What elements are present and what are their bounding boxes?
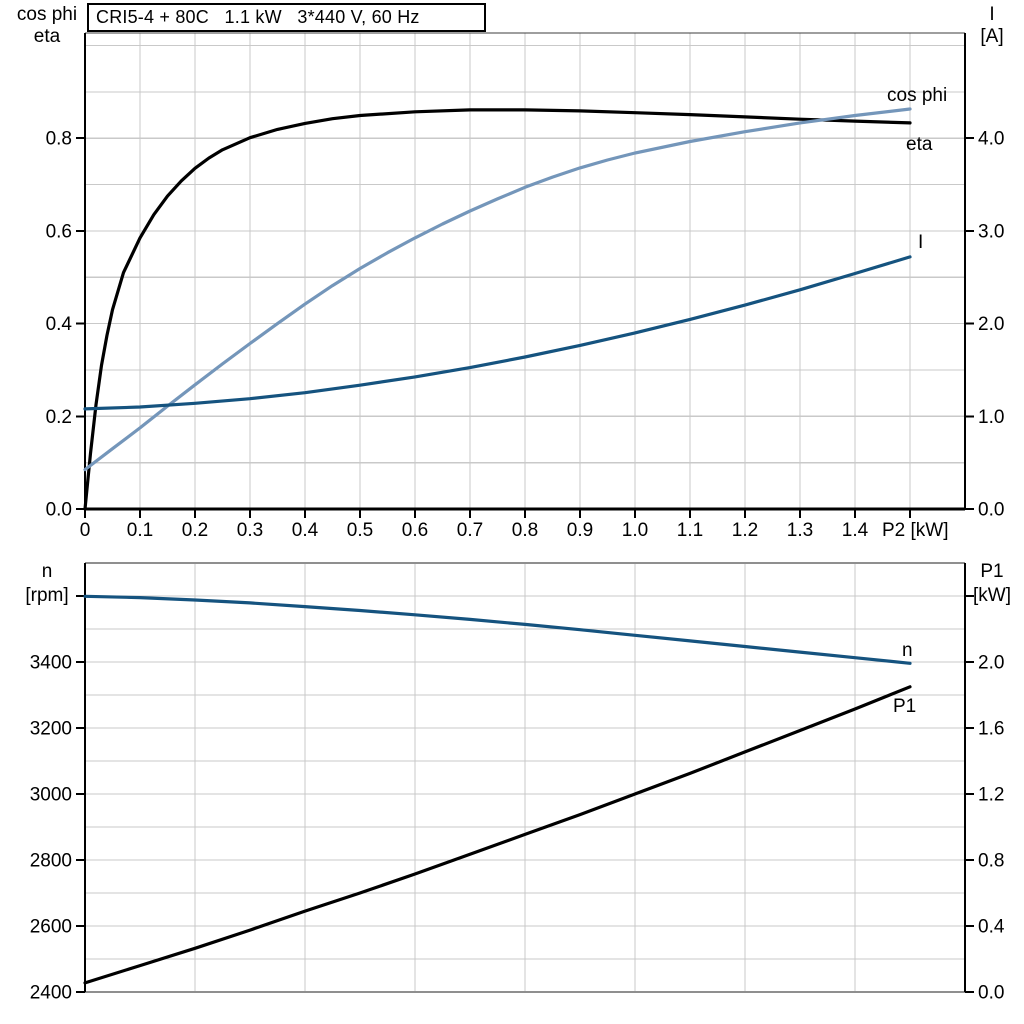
left-axis-title-speed-unit: [rpm] — [25, 585, 69, 606]
left-tick-label: 0.4 — [46, 314, 73, 335]
right-tick-label: 4.0 — [978, 129, 1004, 150]
right-tick-label: 2.0 — [978, 653, 1004, 674]
x-tick-label: 1.1 — [677, 520, 703, 541]
left-axis-title-speed: n — [41, 561, 53, 582]
chart-title-box: CRI5-4 + 80C 1.1 kW 3*440 V, 60 Hz — [87, 3, 486, 32]
left-tick-label: 0.0 — [46, 500, 72, 521]
left-tick-label: 3400 — [30, 653, 72, 674]
left-tick-label: 2600 — [30, 917, 72, 938]
x-tick-label: 0.5 — [347, 520, 373, 541]
i-curve-label: I — [918, 232, 923, 253]
eta-curve-label: eta — [906, 134, 933, 155]
left-tick-label: 0.2 — [46, 407, 72, 428]
x-tick-label: 0.3 — [237, 520, 263, 541]
right-tick-label: 2.0 — [978, 314, 1004, 335]
cos-phi-curve-label: cos phi — [887, 85, 947, 106]
right-tick-label: 0.4 — [978, 917, 1005, 938]
eta-curve — [83, 108, 912, 511]
left-axis-title-cosphi: cos phi — [16, 4, 78, 25]
x-tick-label: 0.7 — [457, 520, 483, 541]
right-tick-label: 0.0 — [978, 500, 1004, 521]
right-tick-label: 3.0 — [978, 221, 1004, 242]
chart-title: CRI5-4 + 80C 1.1 kW 3*440 V, 60 Hz — [96, 7, 420, 27]
x-tick-label: 0.1 — [127, 520, 153, 541]
left-tick-label: 2400 — [30, 983, 72, 1004]
left-tick-label: 3200 — [30, 719, 72, 740]
x-tick-label: 0.4 — [292, 520, 319, 541]
i-curve — [83, 255, 912, 411]
x-tick-label: 0.2 — [182, 520, 208, 541]
right-tick-label: 1.0 — [978, 407, 1004, 428]
right-axis-title-current: I — [989, 4, 995, 25]
left-tick-label: 2800 — [30, 851, 72, 872]
p1-curve-label: P1 — [893, 696, 916, 717]
x-tick-label: 1.3 — [787, 520, 813, 541]
x-tick-label: 0.6 — [402, 520, 428, 541]
p1-curve — [83, 685, 912, 985]
n-curve-label: n — [902, 640, 913, 661]
x-tick-label: 1.4 — [842, 520, 869, 541]
right-axis-title-p1: P1 — [980, 561, 1004, 582]
left-tick-label: 0.6 — [46, 221, 72, 242]
left-tick-label: 0.8 — [46, 129, 72, 150]
x-tick-label: 0.8 — [512, 520, 538, 541]
x-tick-label: 0.9 — [567, 520, 593, 541]
right-axis-title-p1-unit: [kW] — [973, 585, 1011, 606]
x-tick-label: 1.2 — [732, 520, 758, 541]
left-axis-title-eta: eta — [33, 26, 61, 47]
right-axis-title-current-unit: [A] — [980, 26, 1004, 47]
n-curve — [83, 594, 912, 665]
left-tick-label: 3000 — [30, 785, 72, 806]
cos-phi-curve — [83, 107, 912, 472]
x-tick-label: 0 — [80, 520, 91, 541]
right-tick-label: 1.6 — [978, 719, 1004, 740]
right-tick-label: 0.0 — [978, 983, 1004, 1004]
x-tick-label: 1.0 — [622, 520, 648, 541]
right-tick-label: 1.2 — [978, 785, 1004, 806]
x-axis-title: P2 [kW] — [882, 520, 949, 541]
right-tick-label: 0.8 — [978, 851, 1004, 872]
